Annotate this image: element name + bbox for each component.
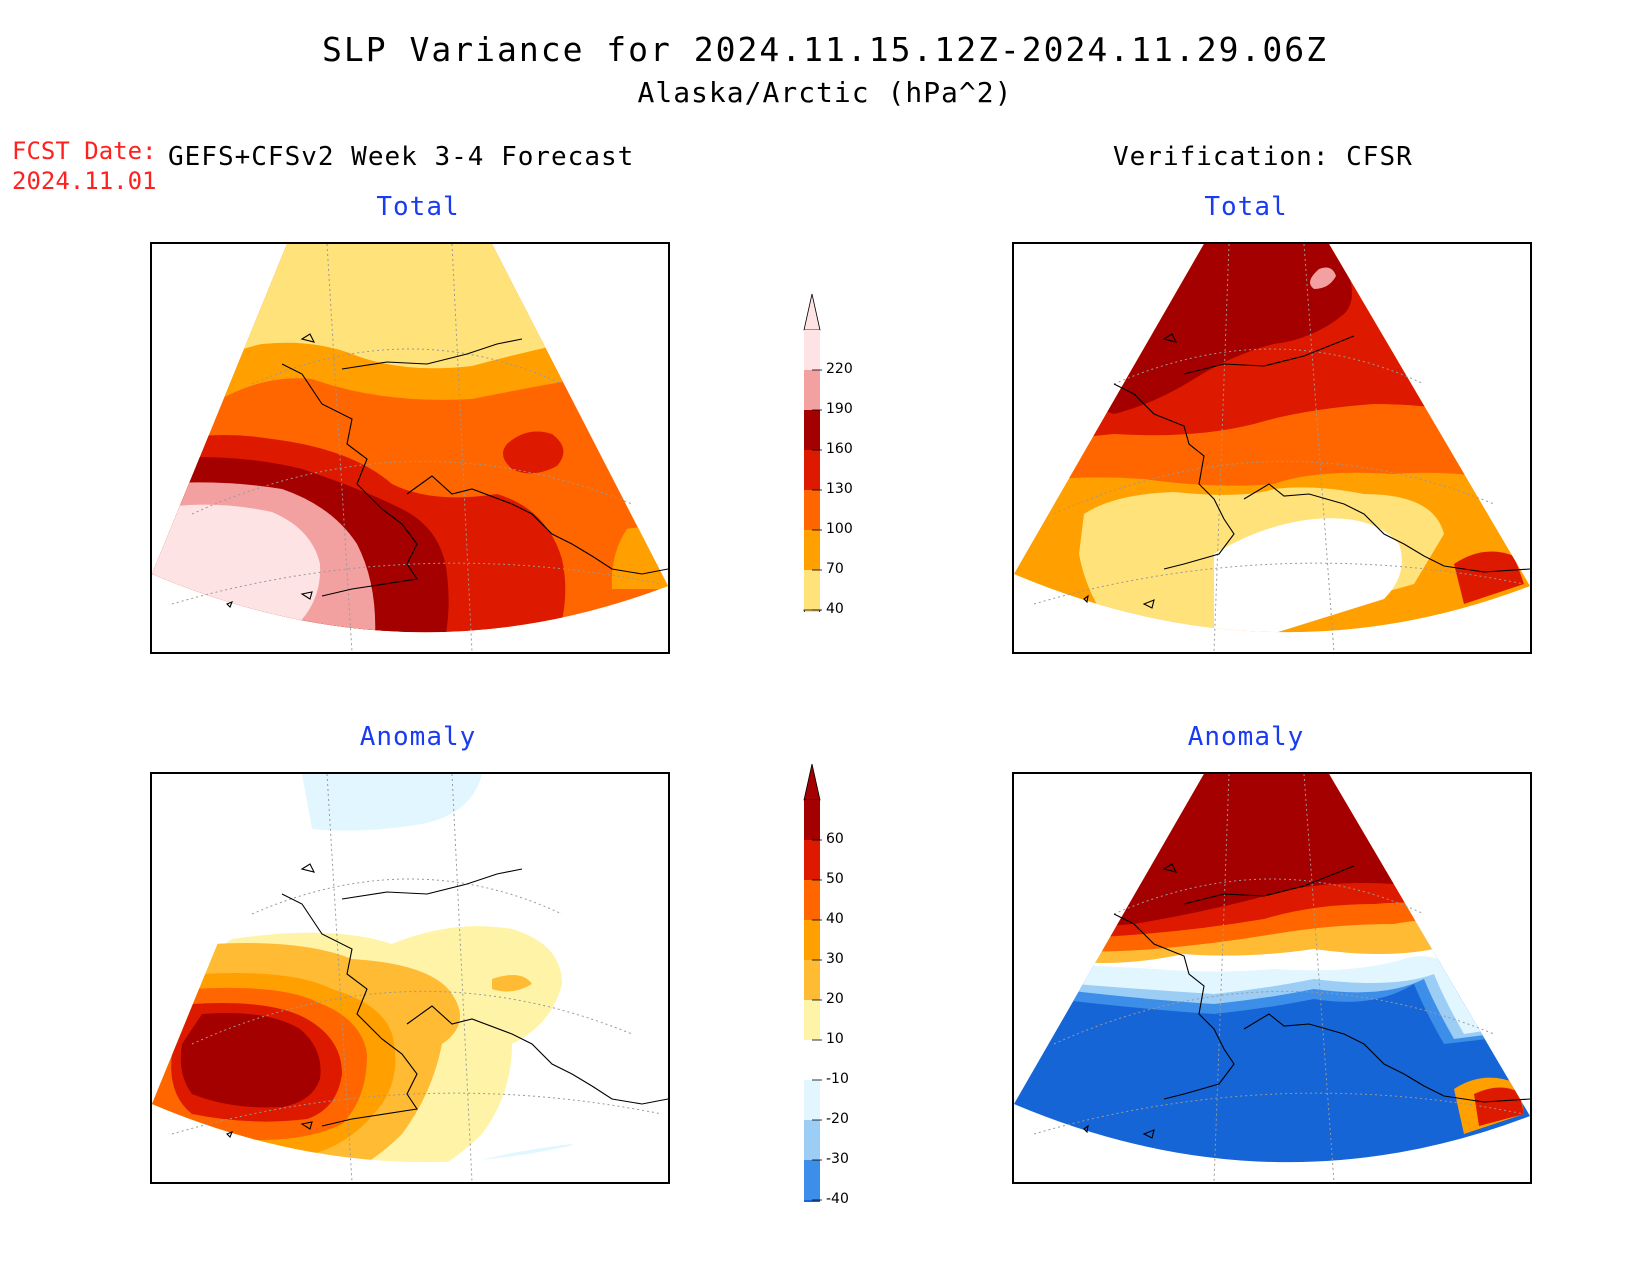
anomaly-colorbar-swatch xyxy=(804,1040,820,1080)
anomaly-colorbar-label: 50 xyxy=(826,871,844,887)
fcst-date-block: FCST Date: 2024.11.01 xyxy=(12,136,157,196)
anomaly-colorbar-label: -20 xyxy=(826,1111,849,1127)
verification-total-field xyxy=(1014,244,1530,633)
verification-anomaly-field xyxy=(1014,774,1530,1163)
total-colorbar-swatch xyxy=(804,410,820,450)
verification-anomaly-map xyxy=(1012,772,1532,1184)
forecast-total-map xyxy=(150,242,670,654)
total-colorbar-swatch xyxy=(804,370,820,410)
anomaly-colorbar-swatch xyxy=(804,1000,820,1040)
anomaly-colorbar-swatch xyxy=(804,1160,820,1200)
forecast-anomaly-gridlines xyxy=(171,774,663,1182)
total-colorbar-label: 40 xyxy=(826,601,844,617)
anomaly-colorbar-swatch xyxy=(804,840,820,880)
forecast-source-label: GEFS+CFSv2 Week 3-4 Forecast xyxy=(168,142,635,172)
verification-total-coastline xyxy=(1083,333,1530,609)
fcst-date-label: FCST Date: xyxy=(12,137,157,165)
forecast-total-gridlines xyxy=(171,244,663,652)
anomaly-colorbar-label: -30 xyxy=(826,1151,849,1167)
anomaly-colorbar: 60 50 40 30 20 10 -10 -20 -30 -40 xyxy=(800,752,880,1207)
total-colorbar: 220 190 160 130 100 70 40 xyxy=(800,282,880,617)
chart-title: SLP Variance for 2024.11.15.12Z-2024.11.… xyxy=(322,30,1328,69)
anomaly-colorbar-label: 10 xyxy=(826,1031,844,1047)
verification-source-label: Verification: CFSR xyxy=(1113,142,1413,172)
total-colorbar-label: 160 xyxy=(826,441,853,457)
verification-anomaly-title: Anomaly xyxy=(1187,722,1305,752)
anomaly-colorbar-label: 30 xyxy=(826,951,844,967)
total-colorbar-swatch xyxy=(804,570,820,610)
total-colorbar-label: 130 xyxy=(826,481,853,497)
anomaly-colorbar-swatch xyxy=(804,1200,820,1202)
forecast-total-coastline xyxy=(226,333,668,608)
total-colorbar-label: 190 xyxy=(826,401,853,417)
total-colorbar-label: 100 xyxy=(826,521,853,537)
verification-anomaly-gridlines xyxy=(1033,774,1525,1182)
anomaly-colorbar-swatch xyxy=(804,960,820,1000)
anomaly-colorbar-label: 60 xyxy=(826,831,844,847)
forecast-anomaly-field xyxy=(152,774,668,1163)
verification-total-title: Total xyxy=(1204,192,1288,222)
anomaly-colorbar-swatch xyxy=(804,880,820,920)
total-colorbar-swatch xyxy=(804,530,820,570)
verification-total-map xyxy=(1012,242,1532,654)
forecast-anomaly-title: Anomaly xyxy=(359,722,477,752)
chart-subtitle: Alaska/Arctic (hPa^2) xyxy=(637,76,1013,109)
verification-total-gridlines xyxy=(1033,244,1525,652)
forecast-anomaly-map xyxy=(150,772,670,1184)
total-colorbar-label: 70 xyxy=(826,561,844,577)
anomaly-colorbar-swatch xyxy=(804,1120,820,1160)
total-colorbar-swatch xyxy=(804,330,820,370)
anomaly-colorbar-top-arrow xyxy=(803,763,821,801)
anomaly-colorbar-label: 20 xyxy=(826,991,844,1007)
forecast-total-title: Total xyxy=(376,192,460,222)
forecast-total-field xyxy=(152,244,668,633)
anomaly-colorbar-swatch xyxy=(804,1080,820,1120)
total-colorbar-swatch xyxy=(804,490,820,530)
anomaly-colorbar-label: -40 xyxy=(826,1191,849,1207)
forecast-anomaly-coastline xyxy=(226,863,668,1138)
total-colorbar-top-arrow xyxy=(803,293,821,331)
fcst-date-value: 2024.11.01 xyxy=(12,167,157,195)
anomaly-colorbar-swatch xyxy=(804,800,820,840)
anomaly-colorbar-swatch xyxy=(804,920,820,960)
anomaly-colorbar-label: 40 xyxy=(826,911,844,927)
total-colorbar-swatch xyxy=(804,450,820,490)
verification-anomaly-coastline xyxy=(1083,863,1530,1139)
total-colorbar-label: 220 xyxy=(826,361,853,377)
anomaly-colorbar-label: -10 xyxy=(826,1071,849,1087)
